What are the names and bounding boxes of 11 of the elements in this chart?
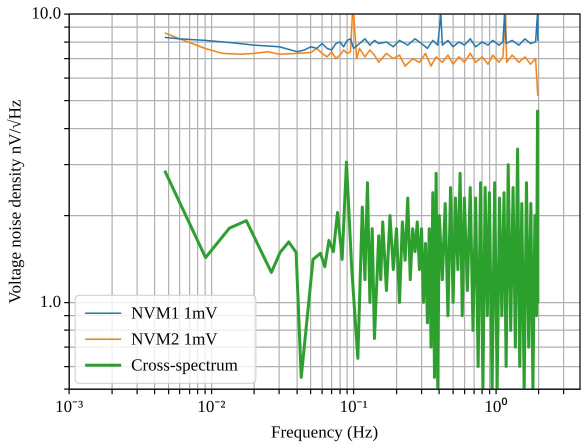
legend-label: NVM2 1mV <box>131 330 218 349</box>
y-tick-label: 10.0 <box>31 3 62 22</box>
x-axis-title: Frequency (Hz) <box>270 422 378 442</box>
x-tick-label: 10⁻³ <box>55 396 84 416</box>
y-tick-label: 1.0 <box>40 292 62 311</box>
x-tick-label: 10⁰ <box>484 396 508 416</box>
x-tick-label: 10⁻² <box>197 396 226 416</box>
legend-label: Cross-spectrum <box>131 356 238 375</box>
legend-label: NVM1 1mV <box>131 304 218 323</box>
x-tick-label: 10⁻¹ <box>340 396 368 416</box>
y-axis-title: Voltage noise density nV/√Hz <box>6 99 25 304</box>
